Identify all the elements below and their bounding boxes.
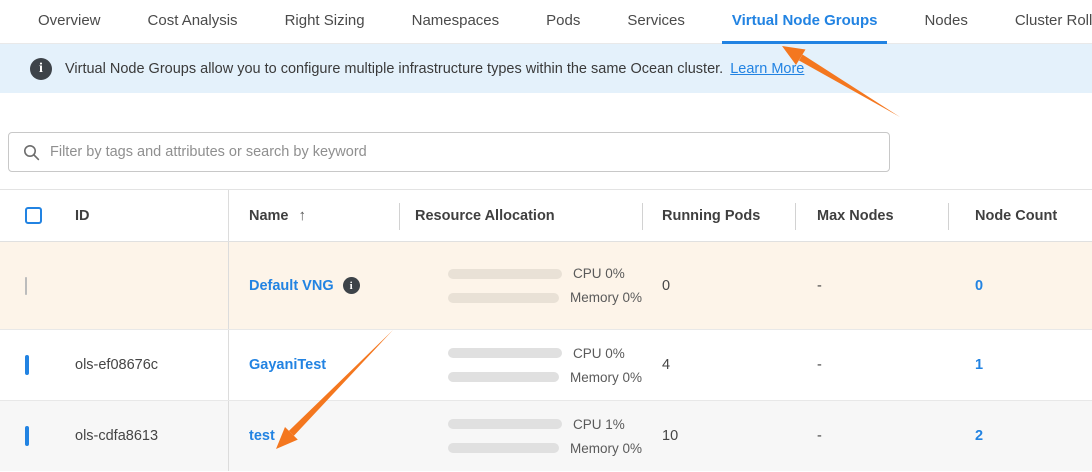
column-header-max-nodes[interactable]: Max Nodes xyxy=(795,190,948,241)
tab-nodes[interactable]: Nodes xyxy=(924,12,968,29)
filter-search-input[interactable] xyxy=(50,144,889,160)
row-checkbox[interactable] xyxy=(25,355,29,375)
filter-search-box[interactable] xyxy=(8,132,890,172)
row-checkbox-disabled xyxy=(25,276,27,295)
info-icon[interactable]: i xyxy=(342,277,360,294)
memory-bar xyxy=(448,292,559,303)
cpu-bar xyxy=(448,268,562,279)
memory-bar xyxy=(448,443,559,453)
column-divider xyxy=(795,203,796,230)
column-header-resource-allocation[interactable]: Resource Allocation xyxy=(399,190,642,241)
tab-overview[interactable]: Overview xyxy=(38,12,101,29)
table-row-gayanitest[interactable]: ols-ef08676c GayaniTest CPU 0% Memory 0%… xyxy=(0,330,1092,401)
running-pods-value: 4 xyxy=(662,357,671,373)
tab-right-sizing[interactable]: Right Sizing xyxy=(284,12,365,29)
table-row-default-vng[interactable]: Default VNG i CPU 0% Memory 0% 0 - 0 xyxy=(0,242,1092,330)
column-header-name[interactable]: Name ↑ xyxy=(228,190,399,241)
tab-virtual-node-groups[interactable]: Virtual Node Groups xyxy=(721,0,888,44)
node-count-link[interactable]: 1 xyxy=(975,357,984,373)
cpu-bar xyxy=(448,348,562,358)
column-header-node-count[interactable]: Node Count xyxy=(948,190,1092,241)
vng-name-link[interactable]: test xyxy=(249,428,275,444)
max-nodes-value: - xyxy=(817,277,822,294)
table-header-row: ID Name ↑ Resource Allocation Running Po… xyxy=(0,189,1092,242)
tab-services[interactable]: Services xyxy=(627,12,685,29)
info-icon: i xyxy=(30,57,52,80)
resource-allocation-bars: CPU 0% Memory 0% xyxy=(399,346,642,385)
running-pods-value: 0 xyxy=(662,277,671,294)
learn-more-link[interactable]: Learn More xyxy=(730,60,805,77)
node-count-link[interactable]: 0 xyxy=(975,277,984,294)
column-header-running-pods[interactable]: Running Pods xyxy=(642,190,795,241)
banner-text: Virtual Node Groups allow you to configu… xyxy=(65,60,724,77)
vng-id: ols-ef08676c xyxy=(75,357,159,373)
node-count-link[interactable]: 2 xyxy=(975,428,984,444)
cpu-label: CPU 0% xyxy=(573,345,625,361)
cpu-bar xyxy=(448,419,562,429)
column-header-id[interactable]: ID xyxy=(75,207,90,224)
tab-cluster-rolls[interactable]: Cluster Rolls xyxy=(1014,12,1092,29)
sort-ascending-icon[interactable]: ↑ xyxy=(298,207,307,224)
resource-allocation-bars: CPU 0% Memory 0% xyxy=(399,266,642,305)
cluster-tab-bar: Overview Cost Analysis Right Sizing Name… xyxy=(0,0,1092,44)
search-icon xyxy=(24,144,40,160)
memory-label: Memory 0% xyxy=(569,440,642,456)
column-divider xyxy=(642,203,643,230)
column-divider xyxy=(948,203,949,230)
column-divider xyxy=(399,203,400,230)
info-banner: i Virtual Node Groups allow you to confi… xyxy=(0,44,1092,93)
memory-bar xyxy=(448,372,559,382)
vng-table: ID Name ↑ Resource Allocation Running Po… xyxy=(0,189,1092,471)
tab-namespaces[interactable]: Namespaces xyxy=(411,12,500,29)
vng-id: ols-cdfa8613 xyxy=(75,428,159,444)
max-nodes-value: - xyxy=(817,357,822,373)
running-pods-value: 10 xyxy=(662,428,679,444)
tab-pods[interactable]: Pods xyxy=(546,12,581,29)
memory-label: Memory 0% xyxy=(569,369,642,385)
vng-name-link[interactable]: GayaniTest xyxy=(249,357,327,373)
cpu-label: CPU 0% xyxy=(573,266,625,281)
memory-label: Memory 0% xyxy=(569,290,642,305)
cpu-label: CPU 1% xyxy=(573,416,625,432)
table-row-test[interactable]: ols-cdfa8613 test CPU 1% Memory 0% 10 - … xyxy=(0,401,1092,471)
select-all-checkbox[interactable] xyxy=(25,207,42,224)
resource-allocation-bars: CPU 1% Memory 0% xyxy=(399,417,642,456)
vng-name-link[interactable]: Default VNG xyxy=(249,277,334,294)
tab-cost-analysis[interactable]: Cost Analysis xyxy=(147,12,238,29)
row-checkbox[interactable] xyxy=(25,426,29,446)
max-nodes-value: - xyxy=(817,428,822,444)
